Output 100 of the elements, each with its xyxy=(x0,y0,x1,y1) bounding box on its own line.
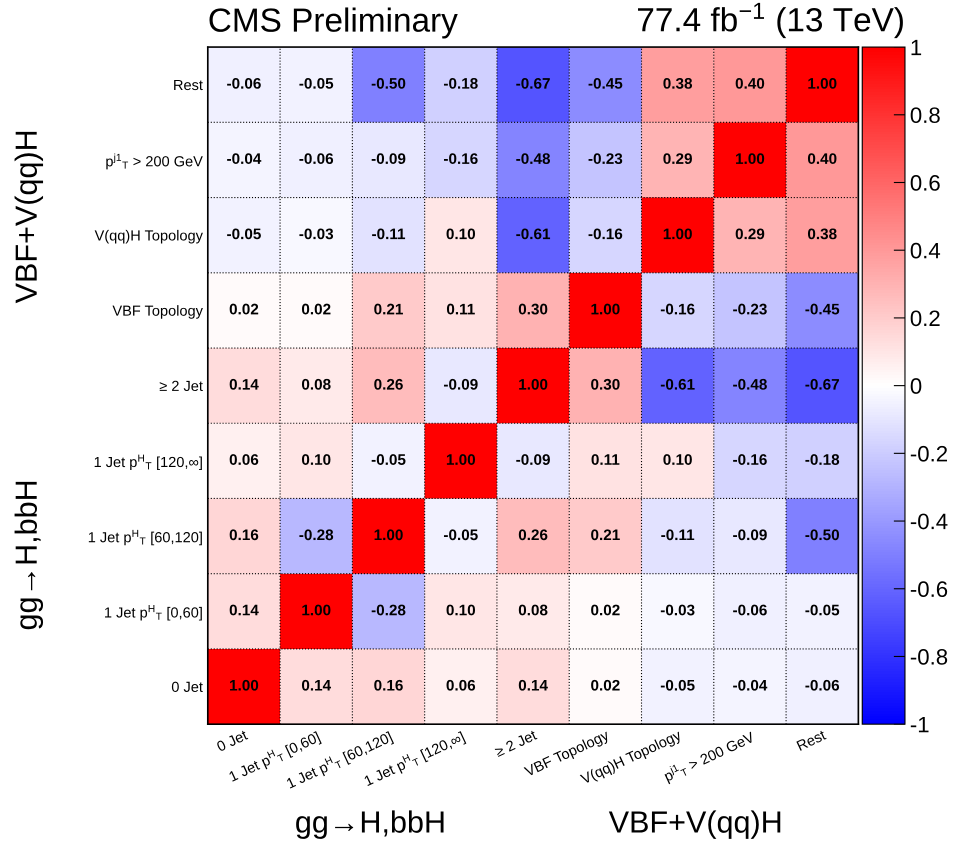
data-label: 0.02 xyxy=(230,304,258,314)
text: gg→H,bbH xyxy=(14,482,44,630)
color-bar-label: -0.4 xyxy=(910,514,948,530)
data-label: -0.16 xyxy=(733,454,767,465)
data-label: 0.10 xyxy=(446,604,476,616)
data-label: 0.11 xyxy=(446,304,475,314)
data-label: -0.67 xyxy=(516,78,550,89)
data-label: 0.10 xyxy=(446,228,476,240)
x-tick-label: Rest xyxy=(796,730,827,751)
data-label: -0.06 xyxy=(733,604,767,616)
data-label: 0.06 xyxy=(446,680,476,691)
color-bar-label: 0.2 xyxy=(910,310,940,326)
data-label: 0.30 xyxy=(591,378,620,390)
data-label: -0.45 xyxy=(588,78,622,89)
chart-subtitle: 77.4 fb$^{−1}$ (13 TeV) xyxy=(638,2,903,38)
y-tick-label: 1 Jet p$^{H}$$_{T}$ [60,120] xyxy=(88,530,202,546)
y-tick-label: VBF Topology xyxy=(112,305,203,319)
data-label: 0.14 xyxy=(230,604,259,616)
text: VBF+V(qq)H xyxy=(14,132,44,304)
data-label: 0.02 xyxy=(591,604,620,616)
data-label: -0.05 xyxy=(444,529,478,540)
data-label: -0.16 xyxy=(660,304,695,314)
data-label: 1.00 xyxy=(664,228,692,240)
data-label: 1.00 xyxy=(230,680,258,691)
data-label: -0.05 xyxy=(660,680,695,691)
data-label: 0.14 xyxy=(230,378,259,390)
data-label: 0.29 xyxy=(736,228,764,240)
data-label: -0.05 xyxy=(227,228,261,240)
y-tick-label: 1 Jet p$^{H}$$_{T}$ [120,∞] xyxy=(94,454,202,470)
data-label: 1.00 xyxy=(446,454,476,465)
data-label: -0.11 xyxy=(661,529,694,540)
data-label: -0.67 xyxy=(805,378,839,390)
data-label: -0.06 xyxy=(805,680,840,691)
y-tick-label: 1 Jet p$^{H}$$_{T}$ [0,60] xyxy=(105,605,202,620)
y-tick-label: p$^{j1}$$_{T}$ > 200 GeV xyxy=(106,154,203,170)
data-label: 0.21 xyxy=(591,529,620,540)
data-label: -0.09 xyxy=(444,378,478,390)
data-label: 0.14 xyxy=(518,680,548,691)
data-label: -0.23 xyxy=(733,304,767,315)
color-bar-label: -1 xyxy=(910,716,929,732)
data-label: 1.00 xyxy=(519,378,548,390)
data-label: 1.00 xyxy=(808,78,836,89)
data-label: 0.16 xyxy=(230,529,258,540)
data-label: 0.30 xyxy=(518,304,548,315)
data-label: 0.40 xyxy=(808,153,836,164)
data-label: 0.08 xyxy=(518,604,548,616)
data-label: -0.61 xyxy=(516,228,550,240)
data-label: -0.61 xyxy=(660,378,695,390)
data-label: -0.11 xyxy=(372,228,406,240)
text: gg→H,bbH xyxy=(296,810,444,839)
data-label: 0.10 xyxy=(302,454,330,465)
data-label: -0.09 xyxy=(516,454,550,465)
data-label: -0.03 xyxy=(660,604,695,616)
data-label: -0.48 xyxy=(733,378,767,390)
text: VBF+V(qq)H xyxy=(608,810,780,839)
data-label: 1.00 xyxy=(302,604,330,616)
x-tick-label: ≥ 2 Jet xyxy=(494,729,538,758)
data-label: 0.26 xyxy=(518,529,548,540)
data-label: -0.50 xyxy=(805,529,840,540)
data-label: 0.14 xyxy=(302,680,332,691)
data-label: 0.02 xyxy=(591,680,620,691)
data-label: -0.18 xyxy=(805,454,840,465)
data-label: -0.05 xyxy=(805,604,840,616)
chart-title: CMS Preliminary xyxy=(209,7,458,39)
data-label: -0.48 xyxy=(516,153,550,164)
data-label: 0.21 xyxy=(374,304,403,314)
data-label: 0.10 xyxy=(663,454,692,465)
data-label: -0.45 xyxy=(805,304,840,314)
color-bar-label: -0.2 xyxy=(910,446,948,462)
data-label: -0.18 xyxy=(444,78,478,89)
data-label: 0.38 xyxy=(663,78,692,89)
data-label: 0.29 xyxy=(663,153,692,164)
data-label: -0.16 xyxy=(444,153,478,164)
color-bar-label: -0.8 xyxy=(910,649,948,665)
color-bar-label: 0.6 xyxy=(910,175,940,191)
data-label: -0.06 xyxy=(227,78,261,89)
color-bar-label: -0.6 xyxy=(910,581,948,598)
data-label: 0.40 xyxy=(736,78,764,89)
data-label: 0.38 xyxy=(808,228,837,240)
color-bar-label: 0.8 xyxy=(910,107,940,124)
data-label: 1.00 xyxy=(736,153,764,164)
data-label: -0.05 xyxy=(299,78,334,89)
data-label: -0.04 xyxy=(733,680,768,691)
color-bar-label: 1 xyxy=(912,40,922,56)
data-label: 0.06 xyxy=(230,454,258,465)
data-label: 1.00 xyxy=(374,529,403,540)
data-label: -0.06 xyxy=(299,153,334,164)
data-label: -0.28 xyxy=(372,604,406,616)
data-label: -0.50 xyxy=(372,78,406,89)
data-label: -0.03 xyxy=(299,228,334,240)
data-label: -0.05 xyxy=(372,454,406,465)
data-label: 0.02 xyxy=(302,304,330,314)
y-tick-label: ≥ 2 Jet xyxy=(160,380,203,392)
data-label: -0.23 xyxy=(588,153,622,164)
y-tick-label: V(qq)H Topology xyxy=(94,230,203,244)
color-bar-label: 0 xyxy=(910,378,922,394)
data-label: 0.16 xyxy=(374,680,403,691)
x-tick-label: 0 Jet xyxy=(216,729,248,752)
data-label: -0.09 xyxy=(372,153,406,164)
data-label: 1.00 xyxy=(591,304,620,314)
